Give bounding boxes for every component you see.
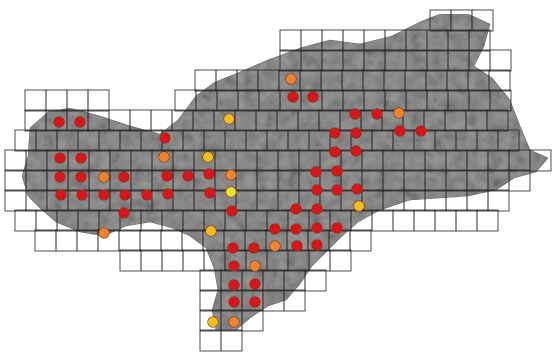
record-dot <box>77 190 88 201</box>
record-dot <box>312 223 323 234</box>
grid-cell <box>350 230 371 251</box>
record-dot <box>76 153 87 164</box>
grid-cell <box>141 250 162 271</box>
record-dot <box>76 172 87 183</box>
record-dot <box>208 317 219 328</box>
record-dot <box>351 146 362 157</box>
grid-cell <box>46 90 67 111</box>
record-dot <box>332 223 343 234</box>
record-dot <box>228 243 239 254</box>
record-dot <box>312 204 323 215</box>
record-dot <box>270 241 281 252</box>
map <box>0 0 557 354</box>
record-dot <box>372 109 383 120</box>
record-dot <box>99 190 110 201</box>
page: (() => { const data = JSON.parse(documen… <box>0 0 557 354</box>
record-dot <box>288 92 299 103</box>
record-dot <box>142 190 153 201</box>
record-dot <box>330 147 341 158</box>
record-dot <box>54 117 65 128</box>
record-dot <box>120 190 131 201</box>
grid-cell <box>490 50 511 71</box>
grid-cell <box>5 150 26 171</box>
grid-cell <box>15 210 36 231</box>
record-dot <box>206 226 217 237</box>
record-dot <box>162 171 173 182</box>
record-dot <box>56 190 67 201</box>
record-dot <box>205 188 216 199</box>
record-dot <box>291 224 302 235</box>
record-dot <box>159 152 170 163</box>
grid-cell <box>456 210 477 231</box>
record-dot <box>229 297 240 308</box>
record-dot <box>250 261 261 272</box>
record-dot <box>308 92 319 103</box>
record-dot <box>351 128 362 139</box>
record-dot <box>229 280 240 291</box>
record-dot <box>286 74 297 85</box>
grid-cell <box>393 210 414 231</box>
grid-cell <box>88 90 109 111</box>
record-dot <box>55 153 66 164</box>
record-dot <box>312 240 323 251</box>
record-dot <box>350 109 361 120</box>
record-dot <box>250 279 261 290</box>
grid-cell <box>25 90 46 111</box>
record-dot <box>312 185 323 196</box>
record-dot <box>250 297 261 308</box>
grid-cell <box>414 210 435 231</box>
grid-cell <box>435 210 456 231</box>
record-dot <box>119 208 130 219</box>
grid-cell <box>161 230 182 251</box>
grid-cell <box>330 250 351 271</box>
record-dot <box>183 171 194 182</box>
grid-cell <box>200 330 221 351</box>
grid-cell <box>140 230 161 251</box>
grid-cell <box>477 210 498 231</box>
grid-cell <box>56 230 77 251</box>
record-dot <box>204 169 215 180</box>
record-dot <box>229 317 240 328</box>
record-dot <box>229 261 240 272</box>
record-dot <box>203 152 214 163</box>
record-dot <box>332 185 343 196</box>
record-dot <box>99 172 110 183</box>
grid-cell <box>35 230 56 251</box>
grid-cell <box>221 330 242 351</box>
record-dot <box>75 117 86 128</box>
grid-cell <box>305 270 326 291</box>
grid-cell <box>5 190 26 211</box>
grid-cell <box>183 250 204 271</box>
record-dot <box>330 128 341 139</box>
record-dot <box>291 204 302 215</box>
record-dot <box>226 170 237 181</box>
record-dot <box>224 114 235 125</box>
record-dot <box>332 166 343 177</box>
record-dot <box>292 241 303 252</box>
record-dot <box>119 172 130 183</box>
record-dot <box>160 133 171 144</box>
record-dot <box>55 172 66 183</box>
record-dot <box>395 126 406 137</box>
record-dot <box>394 108 405 119</box>
grid-cell <box>372 210 393 231</box>
grid-cell <box>488 190 509 211</box>
record-dot <box>226 187 237 198</box>
grid-cell <box>120 250 141 271</box>
record-dot <box>416 126 427 137</box>
record-dot <box>163 189 174 200</box>
record-dot <box>311 167 322 178</box>
record-dot <box>354 201 365 212</box>
record-dot <box>99 228 110 239</box>
record-dot <box>249 243 260 254</box>
record-dot <box>270 224 281 235</box>
record-dot <box>352 184 363 195</box>
grid-cell <box>280 30 301 51</box>
grid-cell <box>162 250 183 271</box>
record-dot <box>227 206 238 217</box>
grid-cell <box>119 230 140 251</box>
